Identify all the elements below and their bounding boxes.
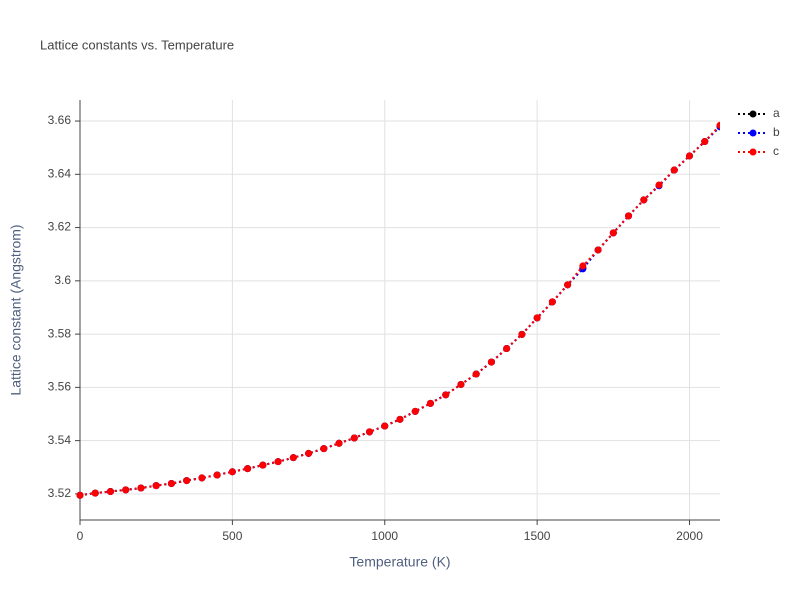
series-line [79, 124, 720, 497]
data-point [122, 486, 130, 494]
data-point [701, 138, 709, 146]
x-tick-label: 500 [222, 529, 242, 543]
plot-area [76, 121, 720, 499]
data-point [411, 407, 419, 415]
data-point [106, 488, 114, 496]
data-point [457, 380, 465, 388]
data-point [442, 391, 450, 399]
data-point [396, 415, 404, 423]
data-point [716, 121, 720, 129]
series-line [79, 126, 720, 497]
data-point [91, 489, 99, 497]
legend-marker [749, 110, 757, 118]
x-tick-label: 1500 [524, 529, 551, 543]
data-point [426, 399, 434, 407]
y-tick-label: 3.56 [48, 380, 72, 394]
data-point [198, 474, 206, 482]
y-tick-label: 3.58 [48, 326, 72, 340]
y-tick-label: 3.64 [48, 166, 72, 180]
data-point [579, 262, 587, 270]
y-tick-label: 3.54 [48, 433, 72, 447]
data-point [686, 152, 694, 160]
x-tick-label: 0 [77, 529, 84, 543]
legend-label: c [773, 144, 779, 158]
x-tick-label: 2000 [676, 529, 703, 543]
data-point [228, 468, 236, 476]
data-point [381, 422, 389, 430]
y-tick-label: 3.6 [54, 273, 71, 287]
data-point [548, 298, 556, 306]
data-point [609, 229, 617, 237]
data-point [472, 370, 480, 378]
data-point [259, 461, 267, 469]
chart-title: Lattice constants vs. Temperature [40, 37, 234, 52]
data-point [335, 439, 343, 447]
data-point [320, 445, 328, 453]
data-point [152, 482, 160, 490]
data-point [518, 330, 526, 338]
data-point [76, 491, 84, 499]
data-point [366, 428, 374, 436]
series-line [79, 125, 720, 497]
data-point [244, 465, 252, 473]
data-point [289, 454, 297, 462]
y-tick-label: 3.66 [48, 113, 72, 127]
data-point [640, 196, 648, 204]
data-point [274, 458, 282, 466]
data-point [670, 166, 678, 174]
legend-marker [749, 129, 757, 137]
y-tick-label: 3.62 [48, 220, 72, 234]
y-tick-label: 3.52 [48, 486, 72, 500]
y-axis-title: Lattice constant (Angstrom) [8, 224, 24, 395]
legend-label: a [773, 106, 780, 120]
data-point [625, 212, 633, 220]
data-point [487, 358, 495, 366]
data-point [655, 181, 663, 189]
data-point [503, 344, 511, 352]
data-point [213, 471, 221, 479]
x-axis-title: Temperature (K) [349, 554, 450, 570]
data-point [137, 484, 145, 492]
legend-marker [749, 148, 757, 156]
data-point [533, 314, 541, 322]
data-point [350, 434, 358, 442]
x-tick-label: 1000 [371, 529, 398, 543]
data-point [183, 477, 191, 485]
legend-label: b [773, 125, 780, 139]
data-point [167, 480, 175, 488]
data-point [305, 449, 313, 457]
data-point [594, 246, 602, 254]
data-point [564, 281, 572, 289]
